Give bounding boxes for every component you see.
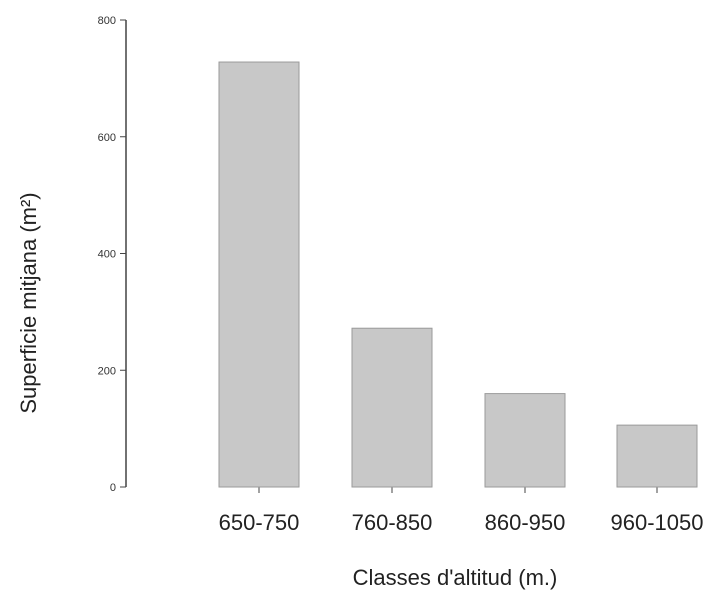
bar-650-750 <box>218 61 300 488</box>
x-tick-label: 860-950 <box>485 510 566 535</box>
x-tick-label: 650-750 <box>219 510 300 535</box>
x-axis-title: Classes d'altitud (m.) <box>353 565 558 590</box>
x-tick-label: 960-1050 <box>611 510 704 535</box>
y-tick-label: 400 <box>98 249 116 261</box>
y-axis-title: Superficie mitjana (m²) <box>16 192 41 413</box>
bars <box>218 61 698 488</box>
y-tick-label: 200 <box>98 365 116 377</box>
x-tick-label: 760-850 <box>352 510 433 535</box>
y-tick-label: 800 <box>98 15 116 27</box>
y-axis: 0 200 400 600 800 <box>98 15 127 494</box>
bar-960-1050 <box>616 424 698 488</box>
bar-760-850 <box>351 327 433 488</box>
y-tick-label: 0 <box>110 482 116 494</box>
y-tick-label: 600 <box>98 132 116 144</box>
x-axis: 650-750 760-850 860-950 960-1050 <box>219 487 704 535</box>
bar-860-950 <box>484 393 566 488</box>
